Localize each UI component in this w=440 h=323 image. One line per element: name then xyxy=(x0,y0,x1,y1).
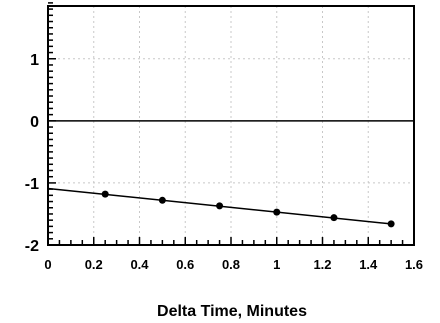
data-point-4 xyxy=(330,214,338,222)
x-axis-ticks: 0 0.2 0.4 0.6 0.8 1 1.2 1.4 1.6 xyxy=(44,257,423,272)
grid-lines xyxy=(48,6,414,245)
y-tick-label-1: -1 xyxy=(25,176,39,193)
y-tick-label-0: -2 xyxy=(25,238,39,255)
x-tick-label-4: 0.8 xyxy=(222,257,240,272)
data-point-3 xyxy=(273,208,281,216)
x-tick-label-5: 1 xyxy=(273,257,280,272)
x-tick-label-2: 0.4 xyxy=(130,257,149,272)
x-tick-label-1: 0.2 xyxy=(85,257,103,272)
y-tick-label-2: 0 xyxy=(30,114,39,131)
plot-background xyxy=(48,6,414,245)
x-tick-label-6: 1.2 xyxy=(313,257,331,272)
y-tick-label-3: 1 xyxy=(30,52,39,69)
data-points xyxy=(101,190,395,228)
data-point-2 xyxy=(216,202,224,210)
plot-frame xyxy=(47,5,415,246)
data-point-1 xyxy=(158,196,166,204)
x-tick-label-0: 0 xyxy=(44,257,51,272)
y-axis-ticks: -2 -1 0 1 xyxy=(25,52,39,255)
x-tick-label-8: 1.6 xyxy=(405,257,423,272)
data-point-0 xyxy=(101,190,109,198)
x-tick-label-3: 0.6 xyxy=(176,257,194,272)
x-axis-title: Delta Time, Minutes xyxy=(157,303,307,320)
x-tick-label-7: 1.4 xyxy=(359,257,378,272)
data-point-5 xyxy=(387,220,395,228)
